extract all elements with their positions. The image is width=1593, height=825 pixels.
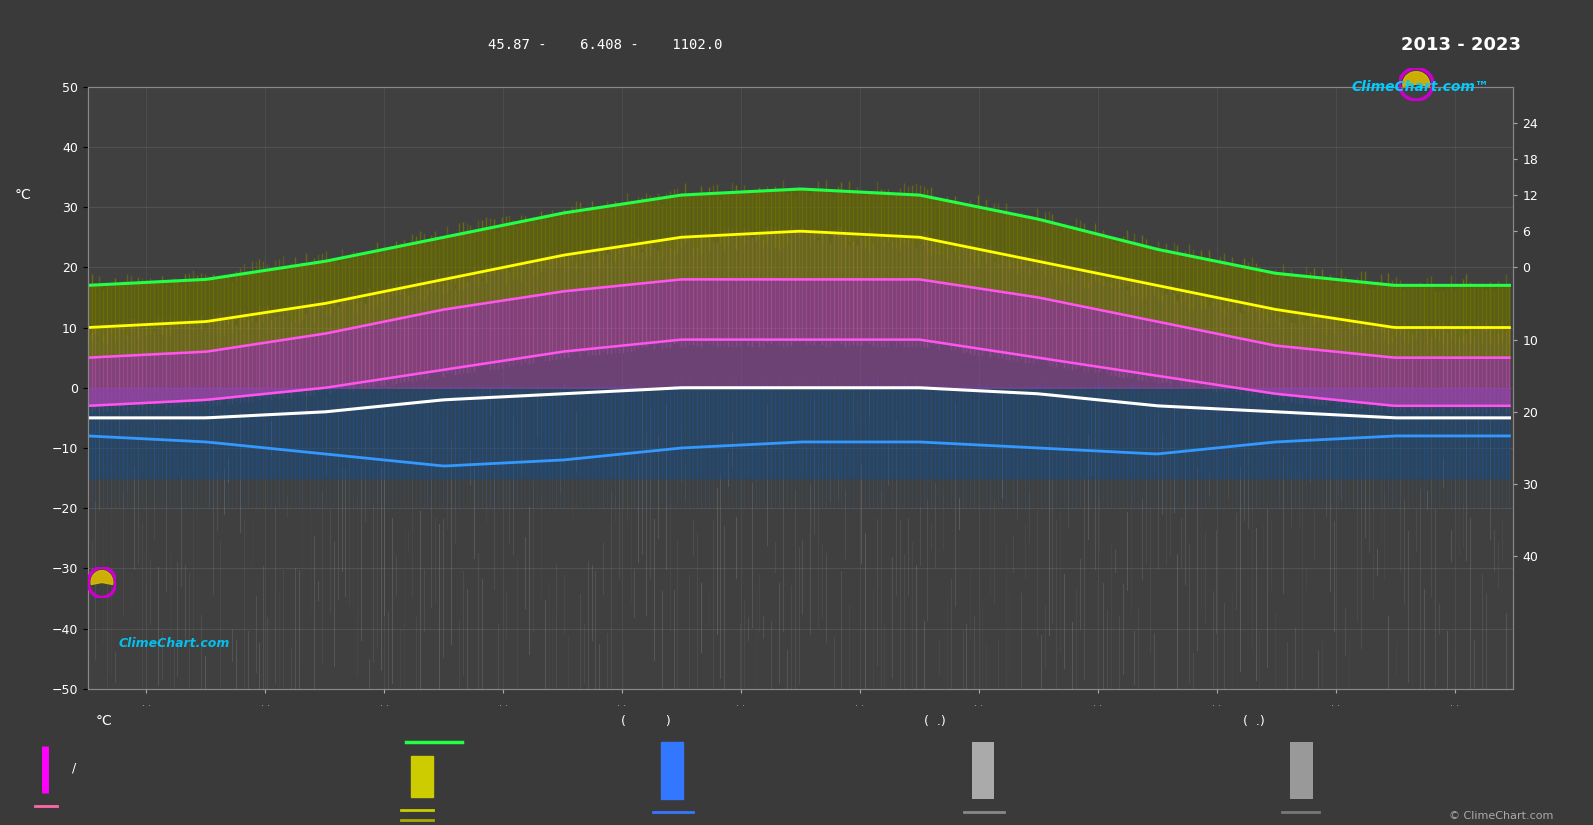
Text: °C: °C [96,714,112,728]
Wedge shape [1403,72,1429,87]
Bar [661,742,683,799]
Text: 2013 - 2023: 2013 - 2023 [1402,36,1521,54]
Text: /: / [72,761,76,775]
Text: (  .): ( .) [924,715,946,728]
Text: °C: °C [14,188,32,202]
Text: (          ): ( ) [621,715,671,728]
Text: ClimeChart.com™: ClimeChart.com™ [1352,80,1489,93]
Text: 45.87 -    6.408 -    1102.0: 45.87 - 6.408 - 1102.0 [487,39,723,52]
Text: (  .): ( .) [1243,715,1265,728]
Text: © ClimeChart.com: © ClimeChart.com [1448,811,1553,821]
Bar [1290,742,1313,799]
Bar [411,756,433,797]
Bar [972,742,994,799]
Wedge shape [91,571,113,585]
Text: ClimeChart.com: ClimeChart.com [119,637,231,650]
